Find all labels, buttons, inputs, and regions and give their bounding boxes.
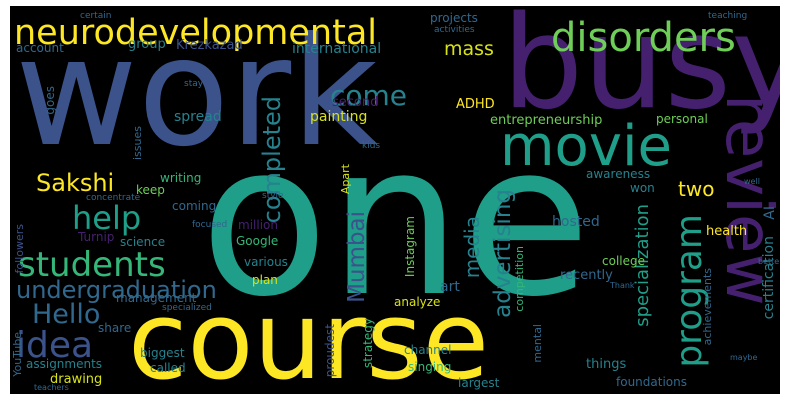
- word-work: work: [15, 6, 378, 180]
- word-keep: keep: [136, 183, 165, 197]
- word-concentrate: concentrate: [86, 193, 141, 203]
- word-media: media: [460, 216, 484, 279]
- word-painting: painting: [310, 109, 368, 125]
- word-international: international: [292, 41, 382, 57]
- word-million: million: [238, 218, 278, 232]
- word-mass: mass: [444, 38, 494, 60]
- word-analyze: analyze: [394, 295, 441, 309]
- word-help: help: [72, 199, 142, 237]
- word-turnip: Turnip: [78, 230, 115, 244]
- word-adhd: ADHD: [456, 97, 495, 112]
- word-management: management: [116, 291, 197, 305]
- word-come: come: [330, 79, 408, 112]
- word-one: one: [200, 98, 591, 343]
- word-share: share: [98, 321, 132, 335]
- word-certain: certain: [80, 11, 112, 21]
- word-style: style: [262, 191, 284, 201]
- word-goes: goes: [43, 86, 57, 115]
- word-youtube: YouTube: [11, 332, 24, 377]
- word-projects: projects: [430, 11, 478, 25]
- word-health: health: [706, 224, 748, 239]
- word-won: won: [630, 181, 655, 195]
- word-entrepreneurship: entrepreneurship: [490, 113, 603, 128]
- word-writing: writing: [160, 171, 202, 185]
- word-students: students: [18, 245, 166, 285]
- word-assignments: assignments: [26, 357, 103, 371]
- word-mental: mental: [531, 324, 544, 363]
- word-advertising: advertising: [490, 189, 516, 318]
- word-neurodevelopmental: neurodevelopmental: [14, 13, 377, 53]
- word-science: science: [120, 235, 166, 249]
- word-thank: Thank: [610, 281, 635, 290]
- word-course: course: [128, 279, 490, 395]
- word-disorders: disorders: [551, 15, 736, 61]
- word-competition: competition: [513, 246, 526, 312]
- word-recently: recently: [560, 268, 613, 283]
- word-specialized: specialized: [162, 303, 212, 313]
- word-google: Google: [236, 234, 279, 248]
- word-idea: idea: [16, 325, 94, 366]
- word-busy: busy: [502, 6, 780, 138]
- word-awareness: awareness: [586, 167, 651, 181]
- word-issues: issues: [131, 126, 144, 160]
- word-ai: AI: [762, 206, 778, 220]
- word-account: account: [16, 41, 64, 55]
- word-college: college: [602, 254, 645, 268]
- word-plan: plan: [252, 273, 278, 287]
- word-hello: Hello: [32, 299, 101, 330]
- word-stay: stay: [184, 79, 204, 89]
- word-hosted: hosted: [552, 214, 600, 230]
- word-mumbai: Mumbai: [344, 211, 370, 303]
- word-review: review: [711, 94, 780, 306]
- word-drawing: drawing: [50, 372, 103, 387]
- word-art: art: [440, 279, 460, 295]
- word-two: two: [678, 177, 715, 201]
- word-krezkazad: Krezkazad: [176, 38, 243, 53]
- word-things: things: [586, 357, 627, 372]
- word-largest: largest: [458, 376, 500, 390]
- word-foundations: foundations: [616, 375, 687, 389]
- word-group: group: [128, 37, 166, 52]
- word-instagram: Instagram: [403, 216, 417, 278]
- word-certification: certification: [761, 236, 777, 320]
- word-called: called: [150, 361, 186, 375]
- word-spread: spread: [174, 109, 222, 125]
- word-proudest: proudest: [323, 324, 337, 378]
- word-various: various: [244, 255, 288, 269]
- word-strategy: strategy: [361, 318, 375, 369]
- word-cloud: work busy one course review movie neurod…: [10, 6, 780, 394]
- word-activities: activities: [434, 25, 475, 35]
- word-singing: singing: [408, 360, 452, 374]
- word-channel: channel: [404, 343, 452, 357]
- word-maybe: maybe: [730, 353, 758, 362]
- word-better: better: [758, 257, 780, 266]
- word-sakshi: Sakshi: [36, 169, 115, 197]
- word-followers: followers: [13, 224, 26, 274]
- word-focused: focused: [192, 220, 228, 230]
- word-completed: completed: [258, 96, 286, 224]
- word-kids: kids: [362, 141, 381, 151]
- word-undergraduation: undergraduation: [16, 276, 217, 304]
- word-second: second: [332, 95, 379, 110]
- word-coming: coming: [172, 199, 217, 213]
- word-teaching: teaching: [708, 11, 748, 21]
- word-movie: movie: [500, 114, 672, 179]
- word-well: well: [744, 177, 760, 186]
- word-biggest: biggest: [140, 346, 185, 360]
- word-personal: personal: [656, 112, 708, 126]
- word-apart: Apart: [339, 164, 352, 195]
- word-achievements: achievements: [701, 268, 714, 346]
- word-teachers: teachers: [34, 383, 69, 392]
